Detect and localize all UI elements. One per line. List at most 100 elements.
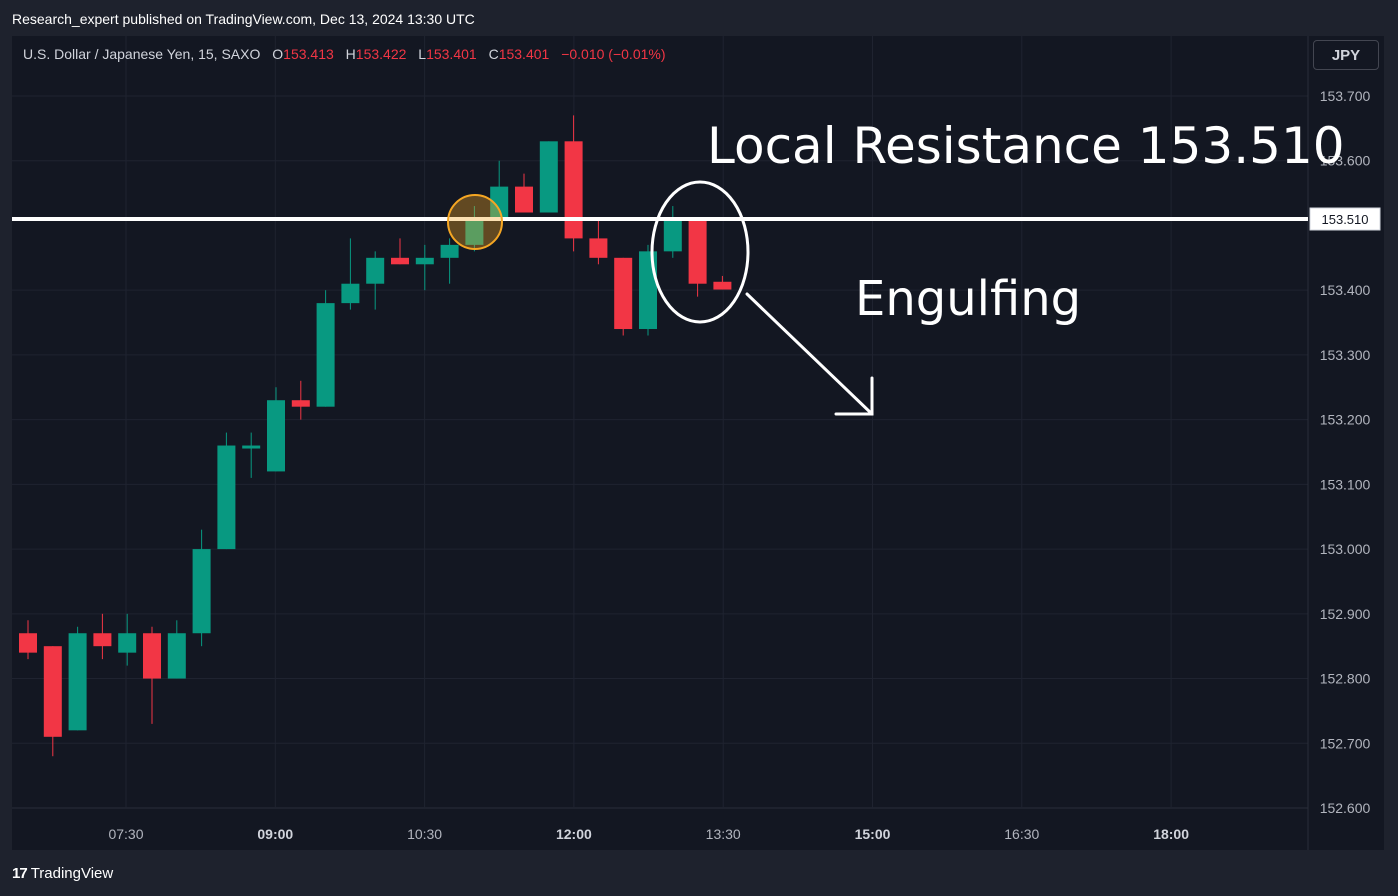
candle-body [267,400,285,472]
candle-up [415,244,434,291]
candle-up [118,613,137,666]
close-value: 153.401 [499,46,550,62]
price-tick-label: 152.800 [1320,671,1371,687]
time-tick-label: 09:00 [257,826,293,842]
down-arrow [745,292,874,416]
time-axis[interactable]: 07:30 09:00 10:30 12:00 13:30 15:00 16:30 18:00 [108,826,1189,842]
candle-body [589,238,608,258]
candle-body [490,186,509,219]
engulfing-annotation: Engulfing [855,271,1081,327]
candle-body [366,257,385,284]
candle-body [341,283,360,304]
candle-up [663,206,682,258]
time-tick-label: 10:30 [407,826,442,842]
change-value: −0.010 (−0.01%) [561,46,665,62]
price-tick-label: 153.400 [1320,282,1371,298]
candle-body [539,141,558,213]
high-value: 153.422 [356,46,407,62]
high-label: H [346,46,356,62]
candle-up [68,626,87,731]
candle-body [316,303,335,407]
price-tick-label: 152.600 [1320,800,1371,816]
candle-body [688,218,707,284]
candle-body [118,633,137,653]
time-tick-label: 18:00 [1153,826,1189,842]
price-tick-label: 152.900 [1320,606,1371,622]
candle-body [564,141,583,239]
price-tick-label: 152.700 [1320,735,1371,751]
low-label: L [418,46,426,62]
resistance-annotation: Local Resistance 153.510 [707,117,1345,175]
candle-body [639,251,657,330]
candle-body [663,218,682,252]
candle-up [539,141,558,213]
candle-down [614,257,633,336]
ohlc-legend: U.S. Dollar / Japanese Yen, 15, SAXO O15… [23,46,666,62]
candle-up [366,251,385,310]
tradingview-logo-icon: 17 [12,865,28,882]
time-tick-label: 15:00 [855,826,891,842]
candle-body [614,257,633,330]
candle-body [43,646,62,737]
low-value: 153.401 [426,46,477,62]
footer: 17 TradingView [0,850,1398,896]
candle-body [242,445,261,449]
candle-body [415,257,434,265]
candle-down [564,115,583,252]
candle-body [68,633,87,731]
candle-body [19,633,37,653]
candle-down [713,275,732,290]
candle-body [192,549,211,634]
price-tick-label: 153.300 [1320,347,1371,363]
time-tick-label: 16:30 [1004,826,1039,842]
currency-button[interactable]: JPY [1313,40,1379,70]
candle-body [93,633,112,647]
candle-body [391,257,409,265]
close-label: C [489,46,499,62]
candle-up [267,387,285,472]
candle-down [688,218,707,297]
price-tick-label: 153.700 [1320,88,1371,104]
candle-up [167,620,186,679]
candle-down [43,646,62,757]
candle-up [192,529,211,647]
price-tick-label: 153.100 [1320,476,1371,492]
price-axis[interactable]: 153.700 153.600 153.400 153.300 153.200 153.1… [1320,88,1371,816]
candle-up [316,290,335,407]
tradingview-logo[interactable]: 17 TradingView [12,865,113,882]
time-tick-label: 07:30 [108,826,143,842]
candle-down [589,218,608,265]
open-value: 153.413 [283,46,334,62]
candle-body [515,186,533,213]
candle-up [465,206,484,252]
price-tick-label: 153.600 [1320,153,1371,169]
candle-up [639,244,657,336]
open-label: O [272,46,283,62]
candle-down [515,173,533,213]
tradingview-brand: TradingView [30,865,114,882]
symbol-name: U.S. Dollar / Japanese Yen, 15, SAXO [23,46,260,62]
candle-up [217,432,236,550]
candle-body [713,281,732,290]
price-tick-label: 153.200 [1320,412,1371,428]
candle-body [291,400,310,407]
resistance-price-tag-text: 153.510 [1322,212,1369,227]
resistance-price-tag: 153.510 [1309,207,1381,231]
candle-body [465,218,484,245]
time-tick-label: 13:30 [706,826,741,842]
candle-up [440,238,459,284]
engulfing-ellipse [650,180,750,324]
candle-down [391,238,409,265]
candle-up [341,238,360,310]
candle-body [167,633,186,679]
chart-frame[interactable]: 153.700 153.600 153.400 153.300 153.200 153.1… [12,36,1384,850]
breakout-highlight-circle [447,194,503,250]
candle-down [291,380,310,420]
time-tick-label: 12:00 [556,826,592,842]
candlestick-chart[interactable]: 153.700 153.600 153.400 153.300 153.200 153.1… [12,36,1384,850]
publish-info: Research_expert published on TradingView… [12,11,475,27]
candle-down [143,626,161,724]
price-tick-label: 153.000 [1320,541,1371,557]
candle-body [440,244,459,258]
candle-up [242,432,261,478]
